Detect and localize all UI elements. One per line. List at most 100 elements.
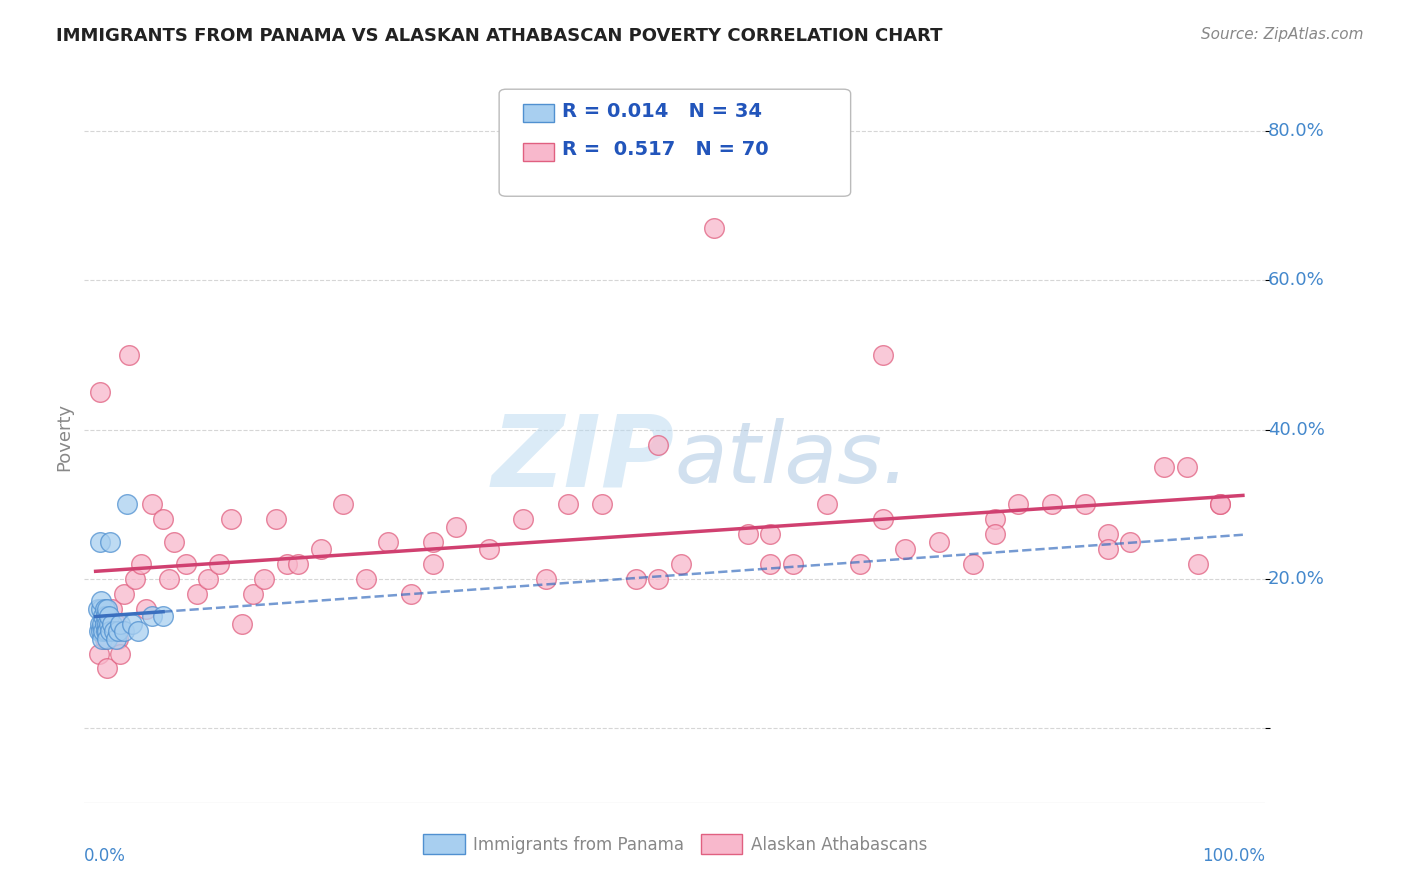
Point	[219, 512, 242, 526]
Point	[512, 512, 534, 526]
Point	[135, 601, 157, 615]
Point	[90, 624, 112, 639]
Point	[444, 519, 467, 533]
Text: R =  0.517   N = 70: R = 0.517 N = 70	[562, 140, 769, 160]
Point	[647, 437, 669, 451]
Point	[152, 512, 174, 526]
Point	[849, 557, 872, 571]
Point	[242, 587, 264, 601]
Point	[557, 497, 579, 511]
Point	[152, 609, 174, 624]
Point	[124, 572, 146, 586]
Point	[93, 609, 115, 624]
Point	[96, 632, 118, 646]
Text: atlas.: atlas.	[675, 417, 910, 500]
Point	[91, 632, 114, 646]
Point	[309, 542, 332, 557]
Text: 60.0%: 60.0%	[1268, 271, 1324, 289]
Point	[98, 624, 121, 639]
Point	[287, 557, 309, 571]
Point	[984, 512, 1007, 526]
Point	[98, 609, 121, 624]
Point	[1209, 497, 1232, 511]
Point	[1209, 497, 1232, 511]
Point	[872, 512, 894, 526]
Point	[208, 557, 231, 571]
Point	[1097, 527, 1119, 541]
Point	[96, 601, 118, 615]
Point	[118, 348, 141, 362]
Point	[377, 534, 399, 549]
Text: 100.0%: 100.0%	[1202, 847, 1265, 864]
Point	[422, 557, 444, 571]
Point	[1175, 459, 1198, 474]
Point	[478, 542, 501, 557]
Point	[129, 557, 152, 571]
Point	[354, 572, 377, 586]
Point	[894, 542, 917, 557]
Point	[1007, 497, 1029, 511]
Point	[197, 572, 219, 586]
Point	[163, 534, 186, 549]
Point	[94, 624, 117, 639]
Point	[962, 557, 984, 571]
Point	[141, 497, 163, 511]
Point	[782, 557, 804, 571]
Point	[1153, 459, 1175, 474]
Text: 20.0%: 20.0%	[1268, 570, 1324, 588]
Point	[422, 534, 444, 549]
Point	[87, 624, 110, 639]
Point	[815, 497, 838, 511]
Point	[96, 616, 118, 631]
Point	[332, 497, 354, 511]
Point	[127, 624, 149, 639]
Point	[737, 527, 759, 541]
Point	[93, 616, 115, 631]
Point	[1097, 542, 1119, 557]
Point	[534, 572, 557, 586]
Point	[96, 661, 118, 675]
Point	[90, 601, 112, 615]
Point	[107, 624, 129, 639]
Point	[647, 572, 669, 586]
Point	[89, 616, 111, 631]
Point	[121, 616, 143, 631]
Point	[1119, 534, 1142, 549]
Point	[141, 609, 163, 624]
Point	[101, 601, 124, 615]
Legend: Immigrants from Panama, Alaskan Athabascans: Immigrants from Panama, Alaskan Athabasc…	[416, 828, 934, 860]
Point	[104, 632, 127, 646]
Point	[93, 601, 115, 615]
Point	[591, 497, 613, 511]
Point	[231, 616, 253, 631]
Point	[87, 647, 110, 661]
Point	[87, 601, 110, 615]
Point	[101, 616, 124, 631]
Point	[98, 616, 121, 631]
Point	[157, 572, 180, 586]
Point	[107, 632, 129, 646]
Text: 40.0%: 40.0%	[1268, 421, 1324, 439]
Point	[984, 527, 1007, 541]
Point	[669, 557, 692, 571]
Text: Source: ZipAtlas.com: Source: ZipAtlas.com	[1201, 27, 1364, 42]
Point	[103, 624, 125, 639]
Point	[703, 221, 725, 235]
Y-axis label: Poverty: Poverty	[55, 403, 73, 471]
Point	[98, 534, 121, 549]
Point	[94, 609, 117, 624]
Point	[872, 348, 894, 362]
Text: IMMIGRANTS FROM PANAMA VS ALASKAN ATHABASCAN POVERTY CORRELATION CHART: IMMIGRANTS FROM PANAMA VS ALASKAN ATHABA…	[56, 27, 943, 45]
Point	[253, 572, 276, 586]
Text: R = 0.014   N = 34: R = 0.014 N = 34	[562, 102, 762, 121]
Point	[90, 594, 112, 608]
Point	[264, 512, 287, 526]
Point	[112, 624, 135, 639]
Point	[104, 616, 127, 631]
Text: 0.0%: 0.0%	[84, 847, 127, 864]
Point	[928, 534, 950, 549]
Point	[91, 616, 114, 631]
Point	[110, 616, 132, 631]
Point	[1187, 557, 1209, 571]
Point	[96, 624, 118, 639]
